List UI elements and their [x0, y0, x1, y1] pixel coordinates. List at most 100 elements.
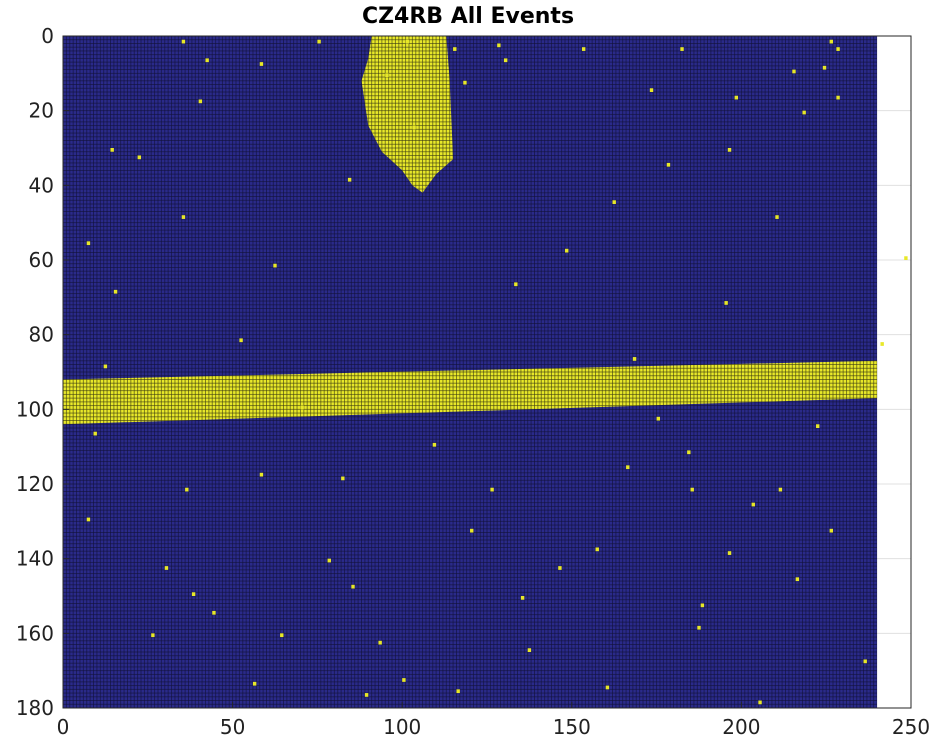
event-point [300, 405, 304, 410]
y-tick-label: 80 [29, 323, 54, 347]
event-point [198, 99, 203, 104]
y-tick-label: 40 [29, 173, 54, 197]
y-tick-label: 180 [16, 696, 54, 720]
event-point [456, 689, 460, 694]
event-point [656, 416, 660, 421]
y-tick-label: 0 [41, 24, 54, 48]
event-point [727, 551, 732, 555]
event-point [181, 39, 186, 44]
event-point [795, 577, 800, 582]
event-point [463, 80, 467, 85]
event-point [110, 148, 114, 152]
event-point [581, 47, 586, 51]
event-point [351, 584, 355, 589]
event-point [880, 342, 884, 346]
y-tick-label: 20 [29, 99, 54, 123]
event-point [649, 88, 654, 92]
event-point [503, 58, 508, 63]
y-tick-label: 140 [16, 547, 54, 571]
event-point [775, 215, 779, 219]
x-tick-label: 250 [892, 715, 930, 739]
event-point [595, 547, 599, 552]
event-point [432, 442, 437, 447]
event-point [520, 596, 525, 600]
y-tick-label: 120 [16, 472, 54, 496]
event-point [697, 625, 701, 630]
event-point [727, 148, 732, 152]
event-point [863, 659, 867, 664]
event-point [378, 640, 382, 645]
event-point [836, 95, 840, 100]
chart-title: CZ4RB All Events [361, 4, 575, 29]
event-point [802, 110, 806, 115]
event-point [778, 487, 783, 492]
event-point [103, 364, 108, 369]
event-point [632, 357, 637, 361]
y-tick-label: 100 [16, 397, 54, 421]
event-point [402, 678, 406, 682]
event-point [86, 517, 91, 522]
event-point [734, 95, 739, 100]
event-point [327, 558, 331, 563]
event-point [347, 177, 352, 182]
event-point [751, 502, 755, 507]
event-point [181, 215, 186, 219]
event-point [317, 39, 321, 44]
x-tick-label: 50 [220, 715, 245, 739]
event-point [565, 248, 569, 253]
event-point [212, 610, 216, 615]
event-point [86, 241, 91, 246]
y-tick-label: 60 [29, 248, 54, 272]
event-point [259, 62, 264, 66]
event-point [626, 465, 630, 470]
event-point [816, 424, 820, 428]
event-point [341, 476, 345, 481]
axes-box [62, 35, 912, 709]
event-point [612, 200, 616, 204]
event-point [497, 43, 501, 48]
event-point [113, 289, 118, 294]
x-tick-label: 100 [383, 715, 421, 739]
event-point [836, 47, 840, 51]
event-point [164, 566, 169, 570]
event-point [690, 487, 694, 492]
y-tick-label: 160 [16, 621, 54, 645]
event-point [792, 69, 796, 74]
x-tick-label: 150 [553, 715, 591, 739]
event-point [239, 338, 243, 343]
event-point [758, 700, 762, 705]
event-point [829, 39, 833, 44]
event-band [63, 360, 878, 425]
event-point [470, 528, 474, 533]
event-point [490, 487, 494, 492]
event-point [605, 685, 610, 690]
event-point [412, 125, 416, 130]
event-blob [361, 36, 454, 193]
x-tick-label: 0 [57, 715, 70, 739]
event-point [687, 450, 691, 455]
event-point [252, 681, 257, 686]
event-point [558, 566, 562, 570]
event-point [259, 472, 264, 477]
x-tick-label: 200 [722, 715, 760, 739]
event-point [364, 693, 369, 697]
event-point [527, 648, 532, 652]
event-point [666, 162, 671, 167]
event-point [191, 592, 196, 596]
event-point [151, 633, 155, 638]
event-point [280, 633, 284, 638]
event-point [822, 65, 827, 70]
event-point [904, 256, 908, 260]
event-point [185, 487, 189, 492]
event-point [724, 301, 728, 305]
event-point [680, 47, 684, 51]
event-point [273, 263, 277, 268]
event-point [829, 528, 833, 533]
event-point [93, 431, 97, 436]
event-point [385, 73, 389, 78]
event-point [137, 155, 142, 160]
event-point [405, 39, 409, 44]
event-point [700, 603, 705, 608]
event-point [514, 282, 518, 287]
event-point [453, 47, 457, 51]
